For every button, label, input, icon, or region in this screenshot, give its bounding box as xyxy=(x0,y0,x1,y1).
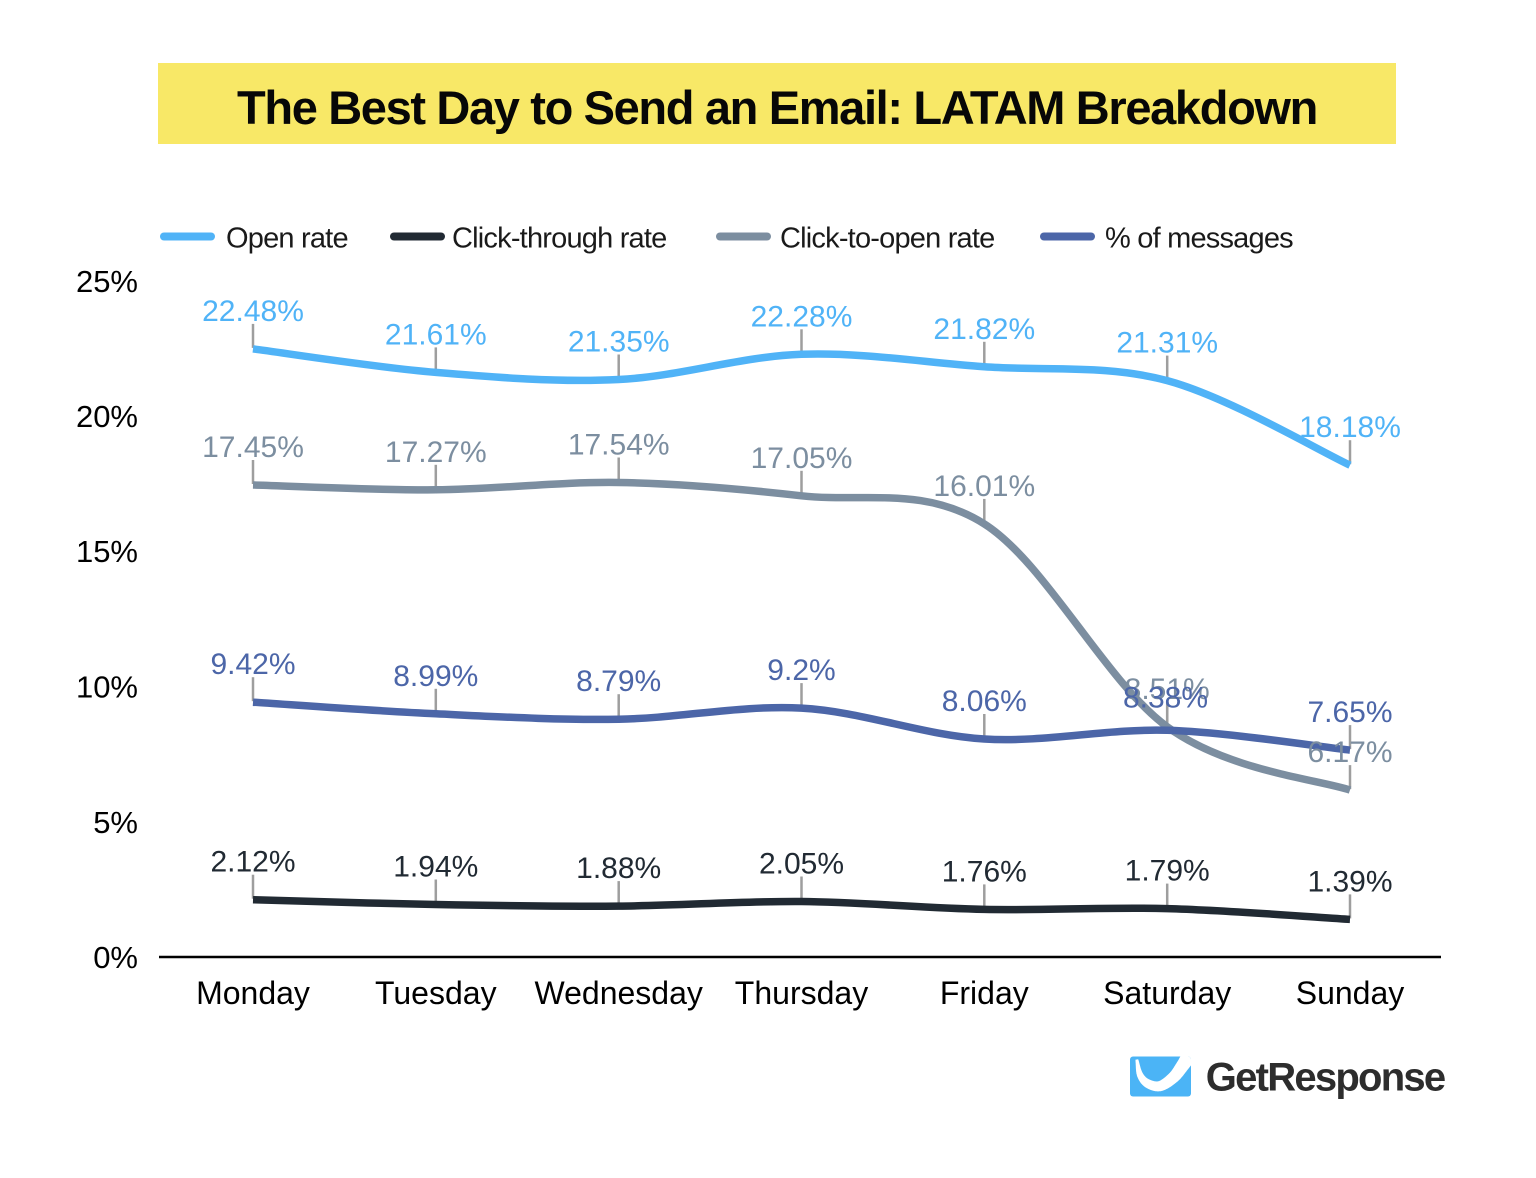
svg-text:Click-to-open rate: Click-to-open rate xyxy=(780,223,994,255)
svg-text:17.27%: 17.27% xyxy=(385,436,487,469)
svg-text:9.42%: 9.42% xyxy=(210,648,295,681)
svg-text:22.48%: 22.48% xyxy=(202,295,304,328)
svg-text:21.35%: 21.35% xyxy=(568,326,670,359)
svg-text:17.54%: 17.54% xyxy=(568,429,670,462)
svg-text:1.79%: 1.79% xyxy=(1125,855,1210,888)
svg-text:16.01%: 16.01% xyxy=(933,470,1035,503)
svg-text:10%: 10% xyxy=(76,670,138,705)
svg-text:15%: 15% xyxy=(76,534,138,569)
svg-text:2.05%: 2.05% xyxy=(759,848,844,881)
svg-text:Saturday: Saturday xyxy=(1103,975,1231,1011)
svg-text:18.18%: 18.18% xyxy=(1299,411,1401,444)
svg-text:20%: 20% xyxy=(76,399,138,434)
svg-text:7.65%: 7.65% xyxy=(1307,696,1392,729)
svg-text:Wednesday: Wednesday xyxy=(534,975,702,1011)
svg-text:17.45%: 17.45% xyxy=(202,431,304,464)
svg-text:Click-through rate: Click-through rate xyxy=(452,223,666,255)
svg-text:Friday: Friday xyxy=(940,975,1029,1011)
svg-text:2.12%: 2.12% xyxy=(210,846,295,879)
svg-text:Sunday: Sunday xyxy=(1296,975,1405,1011)
svg-text:1.94%: 1.94% xyxy=(393,851,478,884)
svg-text:25%: 25% xyxy=(76,264,138,299)
svg-text:0%: 0% xyxy=(93,940,138,975)
svg-text:9.2%: 9.2% xyxy=(767,654,835,687)
svg-text:1.76%: 1.76% xyxy=(942,855,1027,888)
svg-text:8.99%: 8.99% xyxy=(393,660,478,693)
svg-text:% of messages: % of messages xyxy=(1105,223,1293,255)
svg-text:8.06%: 8.06% xyxy=(942,685,1027,718)
svg-text:21.82%: 21.82% xyxy=(933,313,1035,346)
svg-text:22.28%: 22.28% xyxy=(751,300,853,333)
svg-text:6.17%: 6.17% xyxy=(1307,736,1392,769)
svg-text:21.61%: 21.61% xyxy=(385,318,487,351)
svg-text:Monday: Monday xyxy=(196,975,310,1011)
svg-text:8.79%: 8.79% xyxy=(576,665,661,698)
svg-text:8.51%: 8.51% xyxy=(1125,673,1210,706)
svg-text:5%: 5% xyxy=(93,805,138,840)
svg-text:17.05%: 17.05% xyxy=(751,442,853,475)
svg-text:GetResponse: GetResponse xyxy=(1206,1056,1445,1100)
svg-text:The Best Day to Send an Email:: The Best Day to Send an Email: LATAM Bre… xyxy=(237,81,1317,134)
svg-text:8.38%: 8.38% xyxy=(1123,682,1208,715)
svg-text:Tuesday: Tuesday xyxy=(375,975,497,1011)
svg-text:Open rate: Open rate xyxy=(226,223,348,255)
svg-text:Thursday: Thursday xyxy=(735,975,868,1011)
svg-text:1.39%: 1.39% xyxy=(1307,865,1392,898)
svg-text:1.88%: 1.88% xyxy=(576,852,661,885)
svg-text:21.31%: 21.31% xyxy=(1116,327,1218,360)
